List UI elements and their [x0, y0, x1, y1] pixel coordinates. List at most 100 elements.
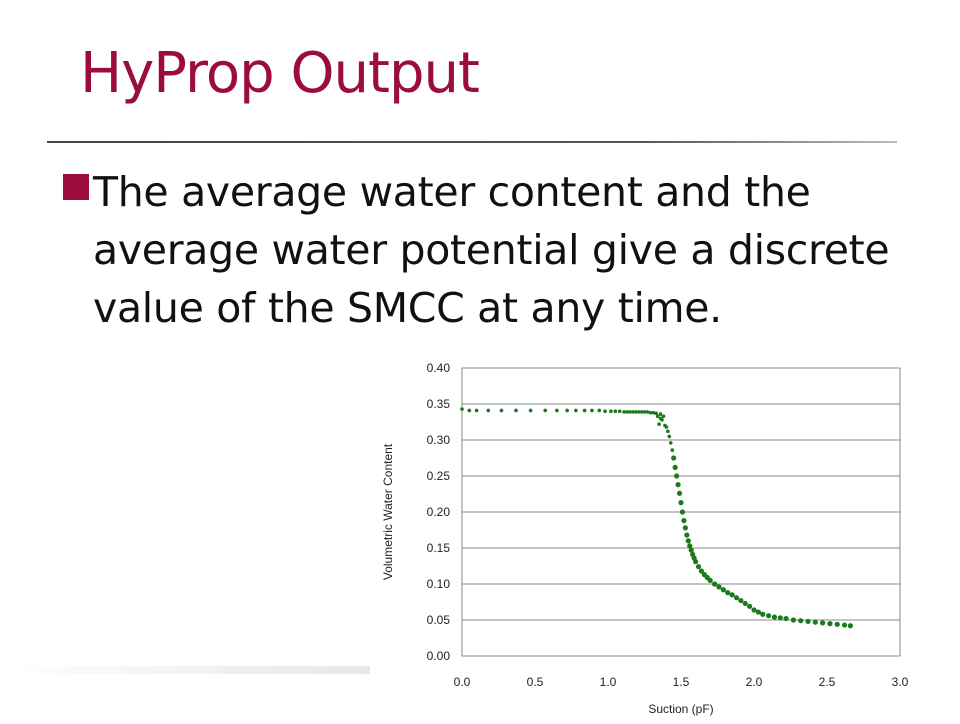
- data-point: [812, 619, 818, 625]
- chart-container: 0.00 0.05 0.10 0.15 0.20 0.25 0.30 0.35 0.40 0.0…: [370, 355, 930, 720]
- x-tick-label: 3.0: [892, 675, 909, 689]
- data-point: [645, 410, 650, 414]
- data-point: [834, 621, 840, 627]
- data-point: [711, 581, 718, 587]
- data-point: [725, 590, 731, 596]
- data-point: [676, 490, 683, 496]
- x-axis-label: Suction (pF): [648, 702, 713, 716]
- data-point: [474, 408, 479, 413]
- data-point: [625, 410, 629, 414]
- y-tick-label: 0.30: [427, 433, 451, 447]
- data-points: [460, 407, 853, 629]
- data-point: [654, 411, 658, 416]
- data-point: [628, 410, 632, 414]
- data-point: [639, 410, 644, 414]
- data-point: [707, 577, 713, 583]
- data-point: [760, 611, 766, 617]
- y-tick-label: 0.25: [427, 469, 451, 483]
- data-point: [651, 410, 656, 415]
- data-point: [574, 408, 578, 413]
- data-point: [671, 455, 677, 461]
- data-point: [499, 408, 504, 413]
- data-point: [738, 597, 744, 604]
- x-tick-label: 2.0: [746, 675, 763, 689]
- bullet-square-icon: [63, 174, 89, 200]
- data-point: [672, 464, 678, 470]
- data-point: [747, 603, 753, 609]
- data-point: [771, 614, 778, 620]
- data-point: [695, 564, 702, 570]
- x-tick-label: 2.5: [819, 675, 836, 689]
- x-tick-label: 0.5: [527, 675, 544, 689]
- data-point: [543, 408, 548, 413]
- data-point: [827, 621, 833, 627]
- data-point: [460, 407, 464, 411]
- y-tick-labels: 0.00 0.05 0.10 0.15 0.20 0.25 0.30 0.35 0.40: [427, 361, 451, 663]
- data-point: [661, 414, 666, 419]
- data-point: [798, 618, 804, 624]
- data-point: [720, 587, 726, 593]
- title-divider: [47, 141, 897, 143]
- data-point: [684, 532, 690, 538]
- data-point: [603, 409, 607, 413]
- data-point: [528, 408, 533, 413]
- data-point: [687, 543, 693, 549]
- data-point: [658, 416, 663, 421]
- data-point: [847, 623, 853, 629]
- data-point: [751, 607, 757, 613]
- x-tick-label: 0.0: [454, 675, 471, 689]
- y-tick-label: 0.10: [427, 577, 451, 591]
- data-point: [685, 538, 691, 544]
- data-point: [670, 448, 675, 452]
- data-point: [693, 559, 699, 565]
- data-point: [486, 408, 491, 413]
- data-point: [679, 509, 686, 515]
- data-point: [642, 410, 647, 414]
- data-point: [805, 618, 811, 625]
- x-tick-label: 1.0: [600, 675, 617, 689]
- data-point: [688, 547, 694, 553]
- data-point: [674, 473, 680, 479]
- y-tick-label: 0.40: [427, 361, 451, 375]
- data-point: [609, 409, 613, 413]
- data-point: [682, 525, 688, 531]
- data-point: [597, 408, 602, 413]
- data-point: [622, 410, 626, 414]
- data-point: [657, 422, 661, 426]
- data-point: [514, 408, 518, 413]
- data-point: [655, 414, 660, 419]
- x-tick-labels: 0.0 0.5 1.0 1.5 2.0 2.5 3.0: [454, 675, 909, 689]
- data-point: [698, 568, 705, 574]
- data-point: [678, 500, 684, 506]
- x-tick-label: 1.5: [673, 675, 690, 689]
- data-point: [565, 408, 569, 413]
- data-point: [648, 410, 653, 415]
- data-point: [681, 518, 687, 524]
- data-point: [729, 592, 735, 598]
- data-point: [783, 615, 789, 622]
- data-point: [716, 584, 722, 590]
- data-point: [675, 482, 681, 488]
- data-point: [766, 613, 772, 619]
- data-point: [582, 408, 587, 413]
- data-point: [617, 409, 622, 413]
- data-point: [668, 441, 673, 445]
- data-point: [633, 410, 638, 414]
- y-tick-label: 0.00: [427, 649, 451, 663]
- data-point: [658, 412, 663, 416]
- y-axis-label: Volumetric Water Content: [381, 443, 395, 580]
- data-point: [631, 410, 635, 414]
- data-point: [664, 425, 669, 429]
- scatter-chart: 0.00 0.05 0.10 0.15 0.20 0.25 0.30 0.35 0.40 0.0…: [381, 361, 909, 716]
- data-point: [613, 409, 618, 413]
- data-point: [742, 600, 748, 607]
- data-point: [666, 429, 670, 434]
- data-point: [841, 622, 848, 628]
- data-point: [667, 434, 672, 439]
- data-point: [755, 609, 761, 615]
- data-point: [467, 408, 472, 413]
- data-point: [790, 617, 797, 623]
- bullet-text: The average water content and the averag…: [93, 168, 890, 332]
- data-point: [820, 620, 826, 626]
- plot-area-frame: [461, 367, 901, 657]
